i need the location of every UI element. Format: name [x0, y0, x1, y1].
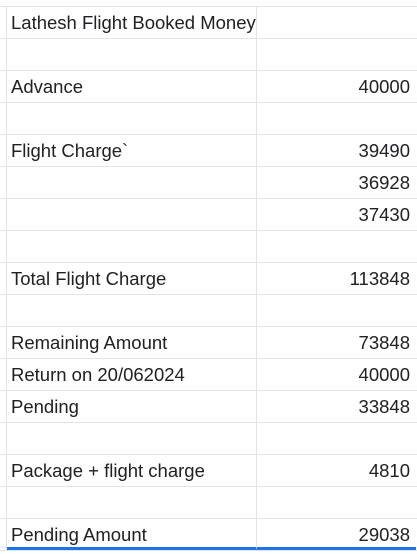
cell-label[interactable]: [7, 103, 257, 134]
sheet-row: Pending 33848: [0, 391, 417, 423]
row-gutter[interactable]: [0, 359, 7, 390]
cell-label[interactable]: [7, 39, 257, 70]
row-gutter[interactable]: [0, 135, 7, 166]
cell-value[interactable]: 37430: [358, 204, 410, 225]
cell-value[interactable]: [257, 231, 416, 262]
sheet-row: Remaining Amount 73848: [0, 327, 417, 359]
cell-value[interactable]: [257, 7, 416, 38]
sheet-row: Return on 20/062024 40000: [0, 359, 417, 391]
row-gutter[interactable]: [0, 391, 7, 422]
cell-value[interactable]: [257, 103, 416, 134]
sheet-row: Package + flight charge 4810: [0, 455, 417, 487]
sheet-row: Flight Charge` 39490: [0, 135, 417, 167]
cell-label[interactable]: Lathesh Flight Booked Money: [7, 7, 257, 38]
cell-value[interactable]: 40000: [358, 364, 410, 385]
cell-label[interactable]: Flight Charge`: [7, 135, 257, 166]
cell-label[interactable]: [7, 423, 257, 454]
row-gutter[interactable]: [0, 295, 7, 326]
cell-label[interactable]: Remaining Amount: [7, 327, 257, 358]
cell-value[interactable]: 4810: [368, 460, 410, 481]
cell-value[interactable]: [257, 423, 416, 454]
cell-label[interactable]: [7, 167, 257, 198]
cell-label[interactable]: [7, 199, 257, 230]
cell-label[interactable]: [7, 487, 257, 518]
sheet-row: 37430: [0, 199, 417, 231]
sheet-row: [0, 487, 417, 519]
sheet-row: Advance 40000: [0, 71, 417, 103]
cell-value[interactable]: [257, 295, 416, 326]
row-gutter[interactable]: [0, 71, 7, 102]
cell-value[interactable]: 33848: [358, 396, 410, 417]
cell-label[interactable]: Total Flight Charge: [7, 263, 257, 294]
row-gutter[interactable]: [0, 455, 7, 486]
row-gutter[interactable]: [0, 231, 7, 262]
row-gutter[interactable]: [0, 39, 7, 70]
sheet-row: Total Flight Charge 113848: [0, 263, 417, 295]
sheet-row: [0, 295, 417, 327]
cell-value-selected[interactable]: 29038: [257, 519, 416, 550]
sheet-row: Lathesh Flight Booked Money: [0, 7, 417, 39]
cell-value[interactable]: 40000: [358, 76, 410, 97]
row-gutter[interactable]: [0, 103, 7, 134]
cell-value[interactable]: 39490: [358, 140, 410, 161]
sheet-row: [0, 103, 417, 135]
cell-value[interactable]: [257, 39, 416, 70]
cell-value[interactable]: 36928: [358, 172, 410, 193]
row-gutter[interactable]: [0, 487, 7, 518]
sheet-row: 36928: [0, 167, 417, 199]
sheet-row-selected: Pending Amount 29038: [0, 519, 417, 551]
cell-label[interactable]: Package + flight charge: [7, 455, 257, 486]
row-gutter[interactable]: [0, 327, 7, 358]
cell-label[interactable]: Advance: [7, 71, 257, 102]
row-gutter[interactable]: [0, 519, 7, 550]
cell-label[interactable]: Pending: [7, 391, 257, 422]
sheet-row: [0, 231, 417, 263]
sheet-row: [0, 39, 417, 71]
row-gutter[interactable]: [0, 263, 7, 294]
row-gutter[interactable]: [0, 423, 7, 454]
cell-label[interactable]: [7, 231, 257, 262]
cell-label-selected[interactable]: Pending Amount: [7, 519, 257, 550]
cell-label[interactable]: [7, 295, 257, 326]
row-gutter[interactable]: [0, 199, 7, 230]
spreadsheet-grid: Lathesh Flight Booked Money Advance 4000…: [0, 6, 417, 551]
cell-label[interactable]: Return on 20/062024: [7, 359, 257, 390]
sheet-row: [0, 423, 417, 455]
cell-value[interactable]: [257, 487, 416, 518]
cell-value[interactable]: 113848: [349, 268, 410, 289]
row-gutter[interactable]: [0, 167, 7, 198]
cell-value[interactable]: 73848: [358, 332, 410, 353]
row-gutter[interactable]: [0, 7, 7, 38]
